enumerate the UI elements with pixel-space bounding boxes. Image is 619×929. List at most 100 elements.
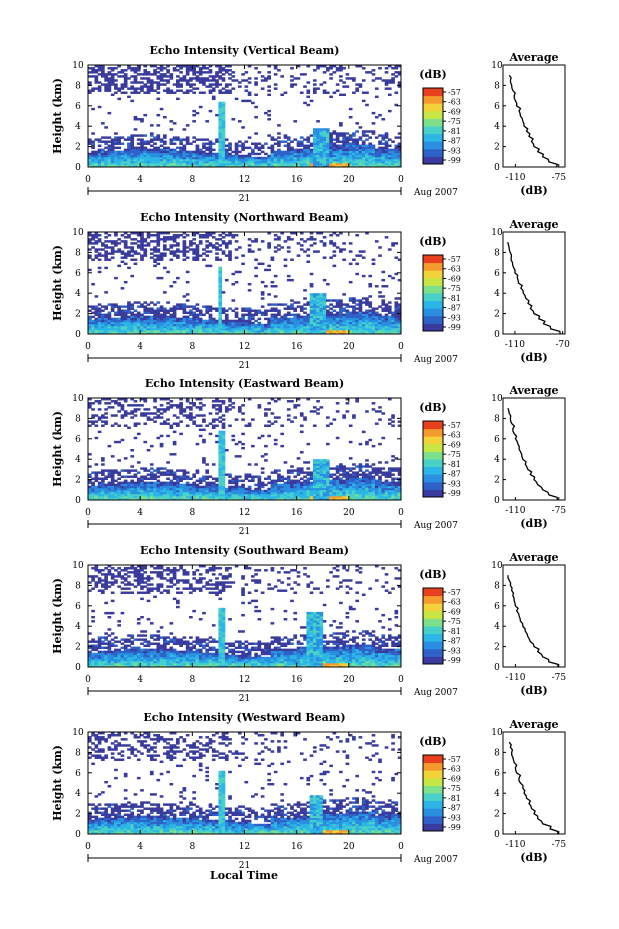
heatmap-cell — [241, 154, 245, 158]
heatmap-cell — [290, 238, 294, 241]
heatmap-cell — [94, 309, 99, 312]
heatmap-cell — [264, 79, 268, 82]
heatmap-cell — [176, 485, 180, 489]
heatmap-cell — [368, 305, 373, 308]
heatmap-cell — [208, 483, 213, 487]
heatmap-cell — [205, 307, 210, 310]
heatmap-cell — [264, 477, 268, 480]
heatmap-cell — [88, 81, 92, 84]
average-title: Average — [508, 51, 558, 64]
heatmap-cell — [254, 132, 258, 135]
heatmap-cell — [130, 416, 135, 419]
heatmap-cell — [169, 481, 174, 485]
heatmap-cell — [182, 242, 187, 245]
heatmap-cell — [306, 327, 311, 331]
heatmap-cell — [306, 158, 311, 162]
heatmap-cell — [91, 107, 95, 111]
heatmap-cell — [299, 73, 304, 76]
heatmap-cell — [127, 319, 131, 323]
heatmap-cell — [303, 497, 307, 501]
heatmap-cell — [228, 424, 232, 427]
heatmap-cell — [299, 91, 304, 94]
heatmap-cell — [332, 315, 337, 319]
heatmap-cell — [286, 152, 291, 156]
heatmap-cell — [172, 150, 177, 154]
heatmap-cell — [257, 317, 262, 321]
heatmap-cell — [316, 138, 320, 141]
heatmap-cell — [286, 154, 291, 158]
heatmap-cell — [94, 79, 99, 82]
heatmap-cell — [130, 497, 135, 501]
heatmap-cell — [381, 158, 386, 162]
heatmap-cell — [101, 327, 105, 331]
heatmap-cell — [192, 307, 196, 310]
heatmap-cell — [299, 451, 304, 454]
y-tick-label: 8 — [75, 248, 81, 258]
heatmap-cell — [247, 317, 252, 321]
heatmap-cell — [339, 299, 343, 302]
heatmap-cell — [159, 329, 164, 333]
heatmap-cell — [195, 325, 200, 329]
heatmap-cell — [107, 495, 112, 499]
heatmap-cell — [322, 154, 327, 158]
heatmap-cell — [166, 495, 170, 499]
heatmap-cell — [306, 65, 311, 68]
heatmap-cell — [224, 244, 229, 247]
heatmap-cell — [169, 244, 174, 247]
heatmap-cell — [303, 160, 307, 164]
heatmap-cell — [192, 487, 196, 491]
heatmap-cell — [215, 81, 219, 84]
heatmap-cell — [283, 331, 288, 335]
heatmap-cell — [342, 313, 346, 317]
heatmap-cell — [130, 481, 135, 485]
heatmap-cell — [107, 406, 112, 409]
heatmap-cell — [260, 160, 265, 164]
heatmap-cell — [251, 325, 255, 329]
heatmap-cell — [218, 446, 223, 450]
heatmap-cell — [149, 481, 154, 485]
heatmap-cell — [342, 319, 346, 323]
heatmap-cell — [322, 130, 327, 133]
heatmap-cell — [107, 152, 112, 156]
heatmap-cell — [176, 89, 180, 92]
heatmap-cell — [120, 71, 125, 74]
heatmap-cell — [387, 331, 392, 335]
heatmap-cell — [114, 303, 118, 306]
heatmap-cell — [123, 398, 128, 401]
heatmap-cell — [264, 152, 268, 156]
heatmap-cell — [114, 329, 118, 333]
heatmap-cell — [198, 313, 203, 317]
heatmap-cell — [312, 83, 317, 86]
average-title: Average — [508, 218, 558, 231]
heatmap-cell — [202, 162, 206, 166]
heatmap-cell — [127, 489, 131, 493]
average-x-tick-label: -70 — [555, 340, 570, 350]
heatmap-cell — [234, 154, 239, 158]
heatmap-cell — [224, 449, 229, 452]
heatmap-cell — [228, 307, 232, 310]
heatmap-cell — [368, 274, 373, 278]
heatmap-cell — [91, 158, 95, 162]
heatmap-cell — [208, 91, 213, 94]
heatmap-cell — [316, 148, 320, 152]
heatmap-cell — [296, 323, 301, 327]
heatmap-cell — [355, 329, 360, 333]
heatmap-cell — [215, 489, 219, 493]
heatmap-cell — [273, 138, 278, 141]
heatmap-cell — [335, 323, 340, 327]
heatmap-cell — [329, 315, 333, 319]
heatmap-cell — [371, 122, 376, 125]
heatmap-cell — [218, 124, 223, 127]
heatmap-cell — [316, 146, 320, 150]
heatmap-cell — [153, 475, 157, 478]
heatmap-cell — [88, 91, 92, 94]
heatmap-cell — [114, 158, 118, 162]
heatmap-cell — [120, 91, 125, 94]
heatmap-cell — [189, 67, 193, 70]
heatmap-cell — [159, 489, 164, 493]
heatmap-cell — [221, 134, 226, 137]
heatmap-cell — [221, 331, 226, 335]
heatmap-cell — [149, 311, 154, 314]
heatmap-cell — [140, 327, 144, 331]
heatmap-cell — [156, 319, 161, 323]
